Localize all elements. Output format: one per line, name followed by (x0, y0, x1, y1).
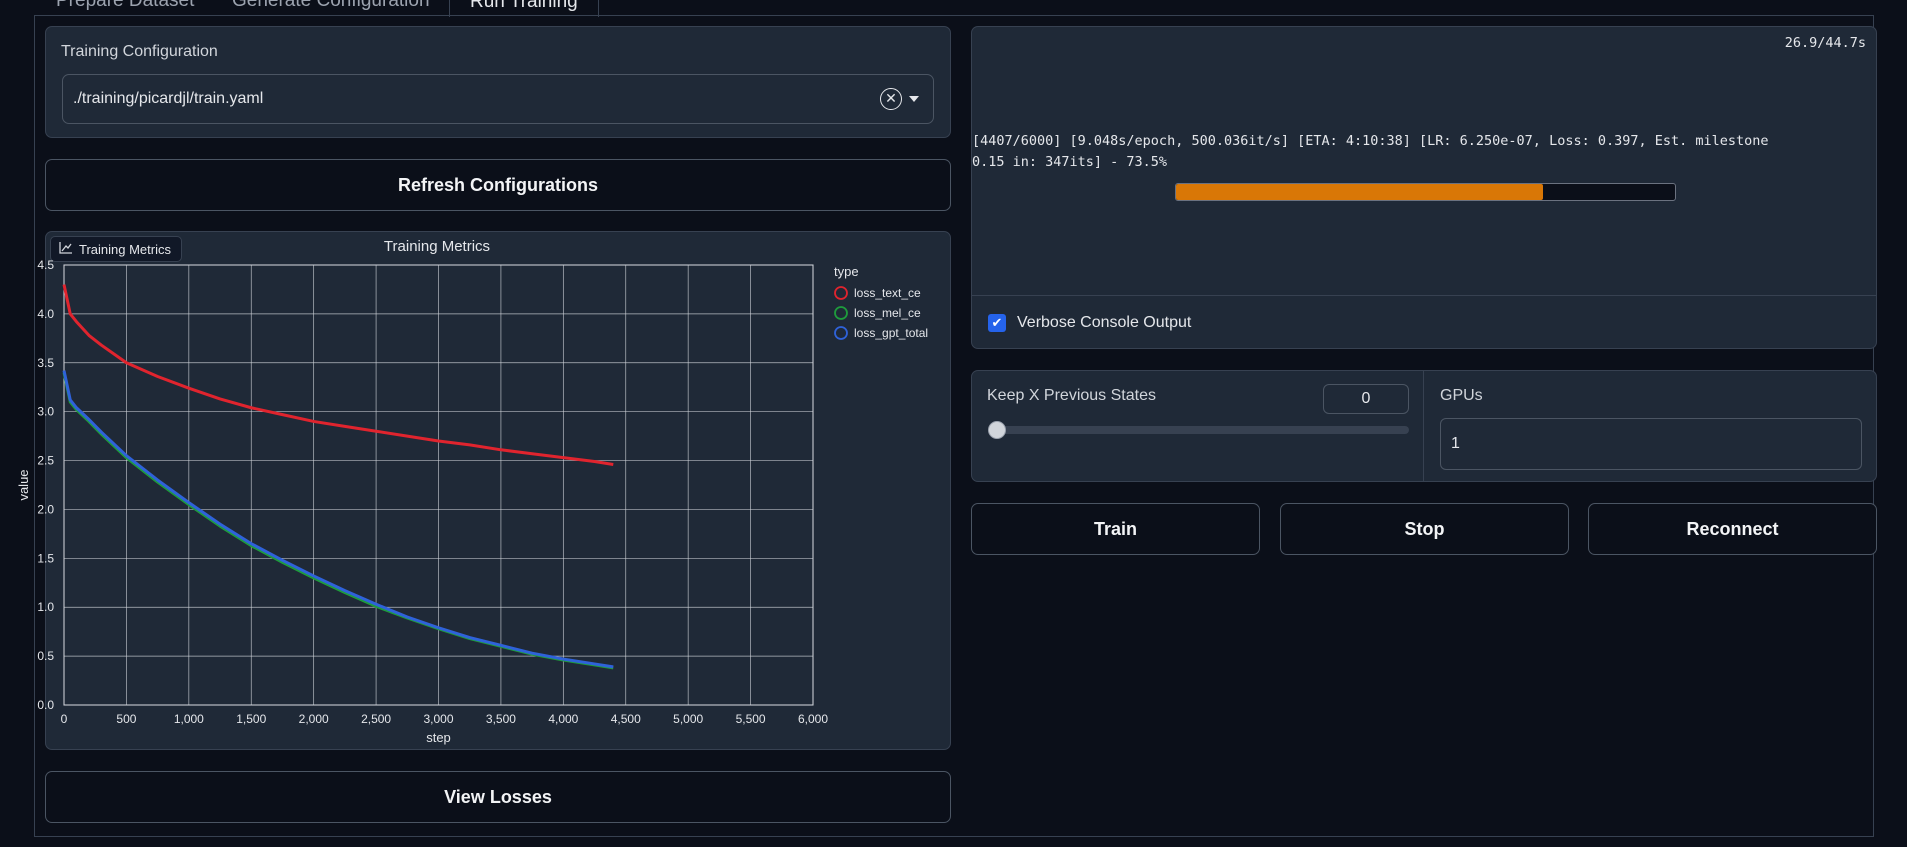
x-tick-label: 3,000 (423, 712, 453, 726)
x-tick-label: 3,500 (486, 712, 516, 726)
training-metrics-chart: 0 500 1,000 1,500 2,000 2,500 3,000 3,500 4,000 4… (16, 238, 928, 745)
progress-fill (1176, 184, 1543, 200)
y-tick-label: 3.0 (37, 405, 54, 419)
y-tick-label: 0.5 (37, 649, 54, 663)
y-tick-label: 3.5 (37, 356, 54, 370)
elapsed-timer: 26.9/44.7s (1784, 35, 1866, 51)
tab-run-training[interactable]: Run Training (449, 0, 599, 17)
x-tick-label: 1,000 (174, 712, 204, 726)
view-losses-button[interactable]: View Losses (45, 771, 951, 823)
y-axis-label: value (16, 469, 31, 500)
x-tick-label: 0 (61, 712, 68, 726)
train-button[interactable]: Train (971, 503, 1260, 555)
keep-states-label: Keep X Previous States (987, 387, 1156, 404)
x-tick-label: 500 (116, 712, 136, 726)
y-tick-label: 2.5 (37, 454, 54, 468)
reconnect-button[interactable]: Reconnect (1588, 503, 1877, 555)
y-tick-label: 4.5 (37, 258, 54, 272)
x-tick-label: 4,000 (548, 712, 578, 726)
chevron-down-icon[interactable] (909, 96, 919, 102)
verbose-checkbox[interactable]: ✔ (988, 314, 1006, 332)
verbose-label: Verbose Console Output (1017, 314, 1192, 331)
console-line-2: 0.15 in: 347its] - 73.5% (972, 154, 1168, 170)
progress-bar (1175, 183, 1676, 201)
legend-marker (834, 306, 848, 320)
chart-title: Training Metrics (384, 238, 490, 255)
legend-label: loss_mel_ce (854, 306, 921, 320)
tab-generate-configuration[interactable]: Generate Configuration (232, 0, 430, 11)
x-tick-label: 1,500 (236, 712, 266, 726)
tab-run-training-label: Run Training (470, 0, 578, 12)
config-label: Training Configuration (61, 43, 218, 60)
legend-marker (834, 286, 848, 300)
console-output: [4407/6000] [9.048s/epoch, 500.036it/s] … (972, 131, 1872, 173)
chart-icon (59, 241, 73, 257)
config-dropdown[interactable]: ./training/picardjl/train.yaml ✕ (62, 74, 934, 124)
series-line-loss_text_ce (62, 284, 614, 466)
x-tick-label: 6,000 (798, 712, 828, 726)
options-panel: Keep X Previous States 0 GPUs 1 (971, 370, 1877, 482)
x-tick-label: 4,500 (611, 712, 641, 726)
tab-bar: Prepare Dataset Generate Configuration R… (34, 0, 1874, 17)
gpus-input[interactable]: 1 (1440, 418, 1862, 470)
y-tick-label: 0.0 (37, 698, 54, 712)
keep-states-slider-thumb[interactable] (988, 421, 1006, 439)
x-tick-label: 5,000 (673, 712, 703, 726)
console-line-1: [4407/6000] [9.048s/epoch, 500.036it/s] … (972, 133, 1769, 149)
refresh-configurations-button[interactable]: Refresh Configurations (45, 159, 951, 211)
legend-marker (834, 326, 848, 340)
y-tick-label: 2.0 (37, 502, 54, 516)
clear-icon[interactable]: ✕ (880, 88, 902, 110)
stop-button[interactable]: Stop (1280, 503, 1569, 555)
tab-prepare-dataset[interactable]: Prepare Dataset (56, 0, 195, 11)
x-tick-label: 2,500 (361, 712, 391, 726)
x-axis-label: step (426, 730, 451, 745)
config-panel: Training Configuration ./training/picard… (45, 26, 951, 138)
console-panel: 26.9/44.7s [4407/6000] [9.048s/epoch, 50… (971, 26, 1877, 349)
series-line-loss_gpt_total (62, 370, 614, 669)
plot-badge-label: Training Metrics (79, 241, 171, 257)
y-tick-label: 4.0 (37, 307, 54, 321)
y-tick-label: 1.0 (37, 600, 54, 614)
keep-states-slider-track[interactable] (997, 426, 1409, 434)
legend-label: loss_text_ce (854, 286, 921, 300)
legend-title: type (834, 264, 859, 279)
keep-states-input[interactable]: 0 (1323, 384, 1409, 414)
plot-badge: Training Metrics (50, 236, 182, 262)
x-tick-label: 5,500 (736, 712, 766, 726)
config-value: ./training/picardjl/train.yaml (73, 90, 264, 107)
x-tick-label: 2,000 (299, 712, 329, 726)
gpus-label: GPUs (1440, 387, 1483, 404)
legend-label: loss_gpt_total (854, 326, 928, 340)
options-divider (1423, 371, 1424, 481)
y-tick-label: 1.5 (37, 551, 54, 565)
divider (972, 295, 1876, 296)
